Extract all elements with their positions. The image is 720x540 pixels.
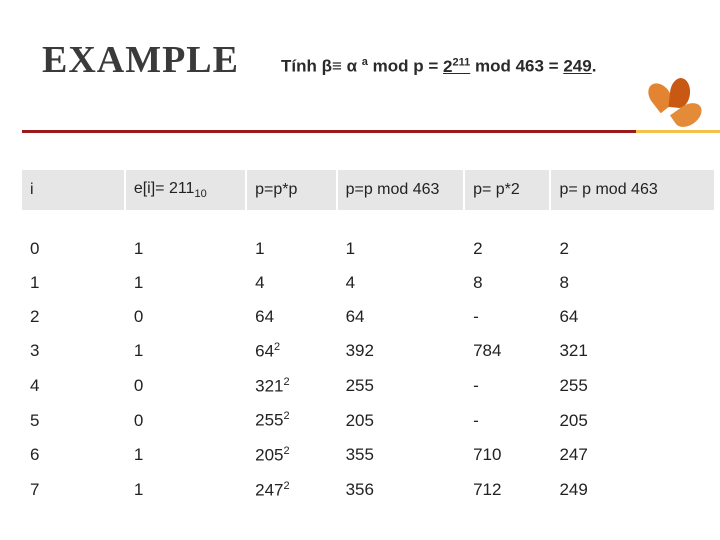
table-cell: 0 xyxy=(22,232,125,266)
col-pmod: p=p mod 463 xyxy=(337,170,464,210)
table-cell: 7 xyxy=(22,473,125,508)
table-cell: 1 xyxy=(125,473,246,508)
table-cell: 8 xyxy=(550,266,715,300)
formula-tail: . xyxy=(592,57,597,76)
formula-mid1: mod p = xyxy=(368,57,443,76)
table-cell: 64 xyxy=(550,300,715,334)
accent-divider xyxy=(22,130,720,133)
table-row: 011122 xyxy=(22,232,715,266)
table-cell: 2552 xyxy=(246,403,336,438)
table-cell: 64 xyxy=(337,300,464,334)
table-cell: 1 xyxy=(125,232,246,266)
formula-exp: 211 xyxy=(452,56,470,68)
data-table-wrap: i e[i]= 21110 p=p*p p=p mod 463 p= p*2 p… xyxy=(22,170,716,507)
table-cell: 392 xyxy=(337,334,464,369)
table-cell: - xyxy=(464,300,550,334)
table-cell: 2472 xyxy=(246,473,336,508)
table-cell: 0 xyxy=(125,300,246,334)
table-row: 403212255-255 xyxy=(22,369,715,404)
table-cell: - xyxy=(464,403,550,438)
col-p2: p= p*2 xyxy=(464,170,550,210)
table-cell: 255 xyxy=(337,369,464,404)
table-cell: 5 xyxy=(22,403,125,438)
page-title: EXAMPLE xyxy=(42,38,239,82)
table-cell: 1 xyxy=(125,266,246,300)
data-table: i e[i]= 21110 p=p*p p=p mod 463 p= p*2 p… xyxy=(22,170,716,507)
table-cell: 356 xyxy=(337,473,464,508)
table-cell: 249 xyxy=(550,473,715,508)
formula-text: Tính β≡ α a mod p = 2211 mod 463 = 249. xyxy=(281,48,596,77)
table-cell: 784 xyxy=(464,334,550,369)
table-cell: 205 xyxy=(550,403,715,438)
table-row: 612052355710247 xyxy=(22,438,715,473)
table-cell: 0 xyxy=(125,403,246,438)
table-cell: 0 xyxy=(125,369,246,404)
table-cell: - xyxy=(464,369,550,404)
flower-icon xyxy=(644,78,700,134)
table-cell: 321 xyxy=(550,334,715,369)
table-row: 502552205-205 xyxy=(22,403,715,438)
table-cell: 355 xyxy=(337,438,464,473)
table-cell: 4 xyxy=(337,266,464,300)
table-cell: 205 xyxy=(337,403,464,438)
table-cell: 8 xyxy=(464,266,550,300)
table-cell: 712 xyxy=(464,473,550,508)
table-row: 206464-64 xyxy=(22,300,715,334)
col-ei-b: 10 xyxy=(194,188,206,200)
table-header-row: i e[i]= 21110 p=p*p p=p mod 463 p= p*2 p… xyxy=(22,170,715,210)
formula-mid2: mod 463 = xyxy=(470,57,563,76)
col-pmod2: p= p mod 463 xyxy=(550,170,715,210)
table-row: 114488 xyxy=(22,266,715,300)
table-row: 712472356712249 xyxy=(22,473,715,508)
table-cell: 247 xyxy=(550,438,715,473)
spacer-row xyxy=(22,210,715,232)
table-cell: 4 xyxy=(22,369,125,404)
table-cell: 64 xyxy=(246,300,336,334)
table-cell: 255 xyxy=(550,369,715,404)
table-body: 011122114488206464-643164239278432140321… xyxy=(22,232,715,507)
table-cell: 2 xyxy=(550,232,715,266)
table-cell: 2052 xyxy=(246,438,336,473)
table-cell: 6 xyxy=(22,438,125,473)
table-cell: 1 xyxy=(125,438,246,473)
table-cell: 3 xyxy=(22,334,125,369)
table-cell: 1 xyxy=(246,232,336,266)
table-cell: 1 xyxy=(22,266,125,300)
table-cell: 1 xyxy=(125,334,246,369)
table-row: 31642392784321 xyxy=(22,334,715,369)
formula-result: 249 xyxy=(563,57,591,76)
formula-prefix: Tính β≡ α xyxy=(281,57,362,76)
col-ei-a: e[i]= 211 xyxy=(134,180,195,197)
col-pp: p=p*p xyxy=(246,170,336,210)
table-cell: 1 xyxy=(337,232,464,266)
col-ei: e[i]= 21110 xyxy=(125,170,246,210)
col-i: i xyxy=(22,170,125,210)
table-cell: 710 xyxy=(464,438,550,473)
table-cell: 4 xyxy=(246,266,336,300)
table-cell: 642 xyxy=(246,334,336,369)
table-cell: 2 xyxy=(22,300,125,334)
table-cell: 3212 xyxy=(246,369,336,404)
table-cell: 2 xyxy=(464,232,550,266)
